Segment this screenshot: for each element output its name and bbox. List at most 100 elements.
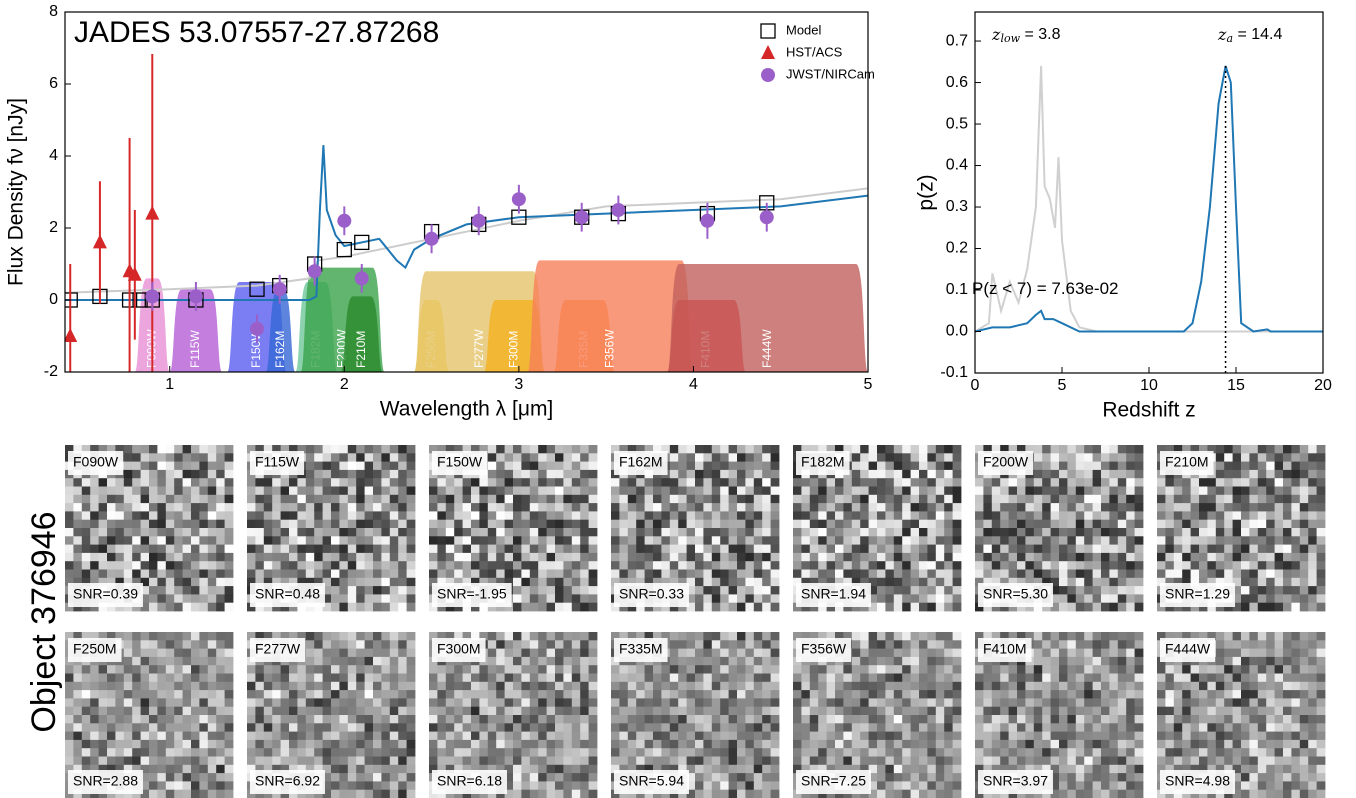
pixel — [157, 739, 167, 749]
pixel — [445, 690, 455, 699]
pixel — [770, 602, 780, 612]
pixel — [504, 461, 514, 471]
pixel — [919, 665, 928, 674]
pixel — [1215, 486, 1225, 496]
pixel — [711, 715, 721, 724]
pixel — [588, 723, 598, 732]
pixel — [471, 690, 480, 699]
pixel — [991, 552, 1001, 562]
pixel — [695, 519, 704, 529]
pixel — [1109, 519, 1119, 529]
pixel — [669, 577, 679, 587]
pixel — [793, 681, 802, 691]
pixel — [753, 706, 763, 716]
pixel — [611, 577, 620, 587]
pixel — [818, 602, 827, 612]
pixel — [885, 503, 895, 512]
pixel — [952, 706, 962, 716]
pixel — [1283, 594, 1292, 604]
pixel — [437, 569, 447, 579]
pixel — [471, 764, 480, 774]
pixel — [877, 690, 886, 699]
pixel — [678, 478, 687, 487]
pixel — [669, 503, 679, 512]
pixel — [1059, 552, 1068, 562]
pixel — [893, 469, 903, 479]
pixel — [1207, 528, 1217, 537]
legend-marker — [761, 68, 775, 82]
pixel — [678, 536, 687, 545]
pixel — [563, 528, 573, 537]
pixel — [207, 577, 217, 587]
pixel — [339, 594, 349, 604]
pixel — [1232, 478, 1242, 487]
pixel — [398, 748, 407, 757]
pixel — [73, 544, 83, 554]
pixel — [174, 632, 183, 641]
pixel — [588, 519, 598, 529]
pixel — [289, 569, 298, 579]
pixel — [1283, 569, 1292, 579]
pixel — [81, 706, 91, 716]
pixel — [81, 544, 91, 554]
pixel — [893, 519, 903, 529]
pixel — [115, 503, 125, 512]
pixel — [123, 536, 133, 545]
pixel — [123, 503, 133, 512]
pixel — [1059, 461, 1068, 471]
pixel — [381, 586, 391, 595]
pixel — [1257, 594, 1267, 604]
pixel — [140, 519, 150, 529]
stamp-filter-box — [432, 638, 486, 662]
pixel — [182, 602, 192, 612]
pixel — [801, 748, 811, 757]
pixel — [373, 789, 382, 798]
pixel — [555, 648, 564, 658]
pixel — [546, 503, 556, 512]
pixel — [1033, 536, 1043, 545]
pixel — [331, 764, 340, 774]
pixel — [356, 632, 365, 641]
pixel — [314, 536, 323, 545]
x-tick-label: 10 — [1140, 377, 1158, 394]
pixel — [678, 552, 687, 562]
pixel — [919, 594, 928, 604]
pixel — [611, 478, 620, 487]
pixel — [1075, 561, 1085, 570]
pixel — [347, 552, 357, 562]
pixel — [588, 469, 598, 479]
pixel — [65, 503, 74, 512]
pixel — [98, 544, 108, 554]
pixel — [65, 544, 74, 554]
pixel — [529, 586, 539, 595]
pixel — [826, 681, 836, 691]
pixel — [770, 764, 780, 774]
pixel — [728, 756, 738, 766]
pixel — [935, 739, 945, 749]
pixel — [753, 764, 763, 774]
pixel — [389, 706, 399, 716]
pixel — [571, 731, 581, 741]
pixel — [1241, 469, 1250, 479]
pixel — [809, 673, 819, 683]
pixel — [255, 577, 265, 587]
pixel — [1316, 519, 1326, 529]
pixel — [991, 528, 1001, 537]
pixel — [927, 511, 937, 521]
pixel — [471, 731, 480, 741]
pixel — [538, 789, 547, 798]
pixel — [331, 453, 340, 462]
pixel — [98, 445, 108, 454]
pixel — [745, 569, 755, 579]
pixel — [157, 511, 167, 521]
pixel — [653, 739, 662, 749]
pixel — [1207, 519, 1217, 529]
pixel — [893, 536, 903, 545]
pixel — [1283, 602, 1292, 612]
pixel — [546, 681, 556, 691]
pixel — [1033, 528, 1043, 537]
pixel — [297, 544, 307, 554]
pixel — [445, 552, 455, 562]
pixel — [1173, 528, 1183, 537]
pixel — [793, 690, 802, 699]
